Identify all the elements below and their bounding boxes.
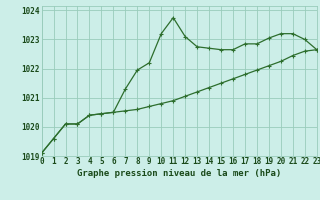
- X-axis label: Graphe pression niveau de la mer (hPa): Graphe pression niveau de la mer (hPa): [77, 169, 281, 178]
